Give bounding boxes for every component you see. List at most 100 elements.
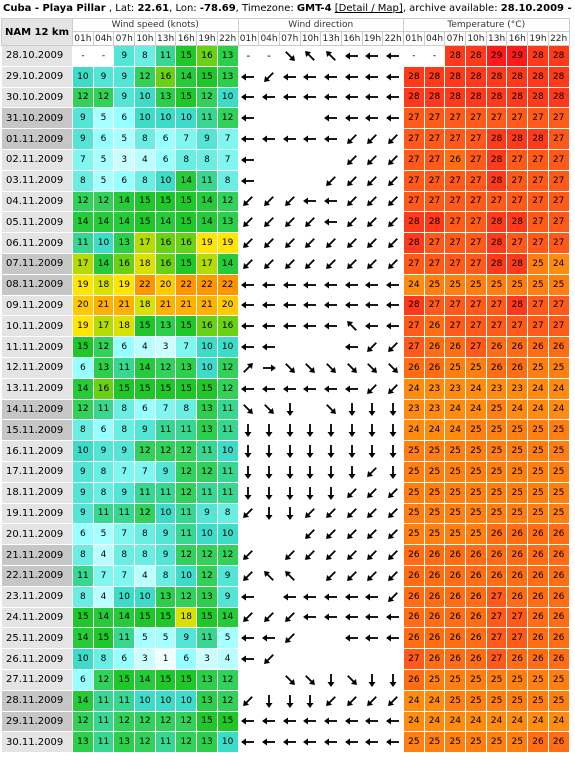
wind-direction-cell [340, 211, 363, 234]
wind-direction-cell [237, 502, 260, 525]
temperature-cell: 24 [547, 377, 570, 400]
wind-direction-cell [361, 710, 384, 733]
wind-speed-cell: 16 [154, 232, 177, 254]
temperature-cell: 27 [547, 107, 570, 130]
temperature-cell: 28 [423, 211, 446, 234]
wind-arrow-icon [324, 114, 338, 122]
wind-direction-cell [320, 564, 342, 587]
wind-direction-cell [278, 273, 301, 296]
wind-speed-cell: 14 [175, 65, 198, 88]
wind-arrow-icon [262, 738, 276, 746]
wind-arrow-icon [326, 529, 336, 540]
wind-direction-cell [237, 315, 260, 338]
wind-direction-cell [237, 252, 260, 275]
wind-arrow-icon [368, 403, 376, 417]
table-row: 21.11.2009 8 4 8 8 9 12 12 12 26 26 26 26 26 26 26 26 [1, 544, 570, 566]
table-row: 20.11.2009 6 5 7 8 9 11 10 10 25 25 25 25 26 26 26 26 [1, 523, 570, 546]
wind-speed-cell: 11 [216, 419, 239, 442]
temperature-cell: 28 [506, 294, 529, 317]
temperature-cell: 25 [465, 440, 487, 462]
wind-arrow-icon [324, 738, 338, 746]
wind-direction-cell [382, 710, 404, 733]
temperature-cell: - [423, 45, 446, 67]
wind-arrow-icon [282, 135, 296, 143]
model-name: NAM 12 km [1, 18, 73, 46]
wind-speed-cell: 16 [113, 252, 136, 275]
wind-speed-cell: 5 [92, 107, 115, 130]
detail-map-link[interactable]: [Detail / Map] [334, 3, 403, 14]
temperature-cell: 24 [465, 377, 487, 400]
wind-speed-cell: 13 [216, 45, 239, 67]
temperature-cell: 27 [403, 169, 425, 192]
wind-speed-cell: 12 [216, 356, 239, 379]
wind-speed-cell: 8 [134, 45, 156, 67]
temperature-cell: 29 [485, 45, 508, 67]
wind-arrow-icon [365, 281, 379, 289]
temperature-cell: 24 [527, 710, 549, 733]
wind-direction-cell [382, 336, 404, 358]
wind-arrow-icon [305, 50, 316, 61]
temperature-cell: 27 [547, 148, 570, 171]
date-cell: 09.11.2009 [1, 294, 73, 317]
temperature-cell: 25 [423, 440, 446, 462]
wind-direction-cell [382, 211, 404, 234]
wind-direction-cell [382, 564, 404, 587]
table-row: 10.11.2009 19 17 18 15 13 15 16 16 27 26 27 27 27 27 27… [1, 315, 570, 338]
wind-direction-cell [299, 440, 322, 462]
temperature-cell: 26 [444, 606, 467, 629]
temperature-cell: 23 [423, 398, 446, 421]
tp-hour-header: 19h [527, 31, 549, 46]
wind-speed-cell: 10 [154, 502, 177, 525]
date-cell: 15.11.2009 [1, 419, 73, 442]
wind-direction-cell [258, 315, 280, 338]
wind-speed-cell: 21 [113, 294, 136, 317]
wind-arrow-icon [388, 134, 399, 145]
wind-arrow-icon [284, 217, 295, 228]
temperature-cell: 28 [403, 211, 425, 234]
wind-arrow-icon [282, 717, 296, 725]
wind-arrow-icon [367, 695, 378, 706]
wind-direction-cell [299, 45, 322, 67]
wind-direction-cell [258, 294, 280, 317]
wind-arrow-icon [264, 217, 274, 228]
wind-direction-cell [340, 710, 363, 733]
wind-arrow-icon [241, 655, 255, 663]
wind-speed-cell: 11 [72, 564, 94, 587]
wind-speed-cell: 5 [92, 169, 115, 192]
wind-arrow-icon [344, 281, 358, 289]
table-row: 07.11.2009 17 14 16 18 16 15 17 14 27 27 27 27 28 28 25… [1, 252, 570, 275]
temperature-cell: 26 [485, 564, 508, 587]
temperature-cell: 25 [423, 460, 446, 483]
wind-arrow-icon [306, 694, 314, 708]
wind-speed-cell: 11 [196, 169, 218, 192]
wind-arrow-icon [326, 362, 337, 373]
temperature-cell: 28 [527, 128, 549, 150]
temperature-cell: 28 [485, 169, 508, 192]
wind-direction-cell [340, 65, 363, 88]
temperature-cell: 28 [547, 65, 570, 88]
wind-speed-cell: 8 [216, 502, 239, 525]
temperature-cell: 26 [506, 336, 529, 358]
wind-direction-cell [340, 148, 363, 171]
temperature-cell: 26 [403, 627, 425, 650]
wind-speed-cell: 20 [216, 294, 239, 317]
wind-arrow-icon [262, 634, 276, 642]
wind-direction-cell [258, 211, 280, 234]
wind-speed-cell: 8 [72, 169, 94, 192]
wind-speed-cell: 4 [216, 648, 239, 670]
wind-arrow-icon [346, 362, 357, 373]
wind-speed-cell: 8 [72, 544, 94, 566]
wind-speed-cell: 14 [92, 606, 115, 629]
wind-direction-cell [340, 606, 363, 629]
temperature-cell: 27 [506, 107, 529, 130]
wind-speed-cell: 11 [196, 440, 218, 462]
temperature-cell: 25 [403, 460, 425, 483]
wind-arrow-icon [346, 674, 357, 685]
temperature-cell: 26 [465, 585, 487, 608]
wind-speed-cell: 15 [72, 336, 94, 358]
wind-direction-cell [382, 86, 404, 109]
table-row: 05.11.2009 14 14 14 15 14 15 14 13 28 28 27 27 28 28 27… [1, 211, 570, 234]
temperature-cell: 24 [423, 710, 446, 733]
date-cell: 18.11.2009 [1, 481, 73, 504]
temperature-cell: 24 [547, 710, 570, 733]
